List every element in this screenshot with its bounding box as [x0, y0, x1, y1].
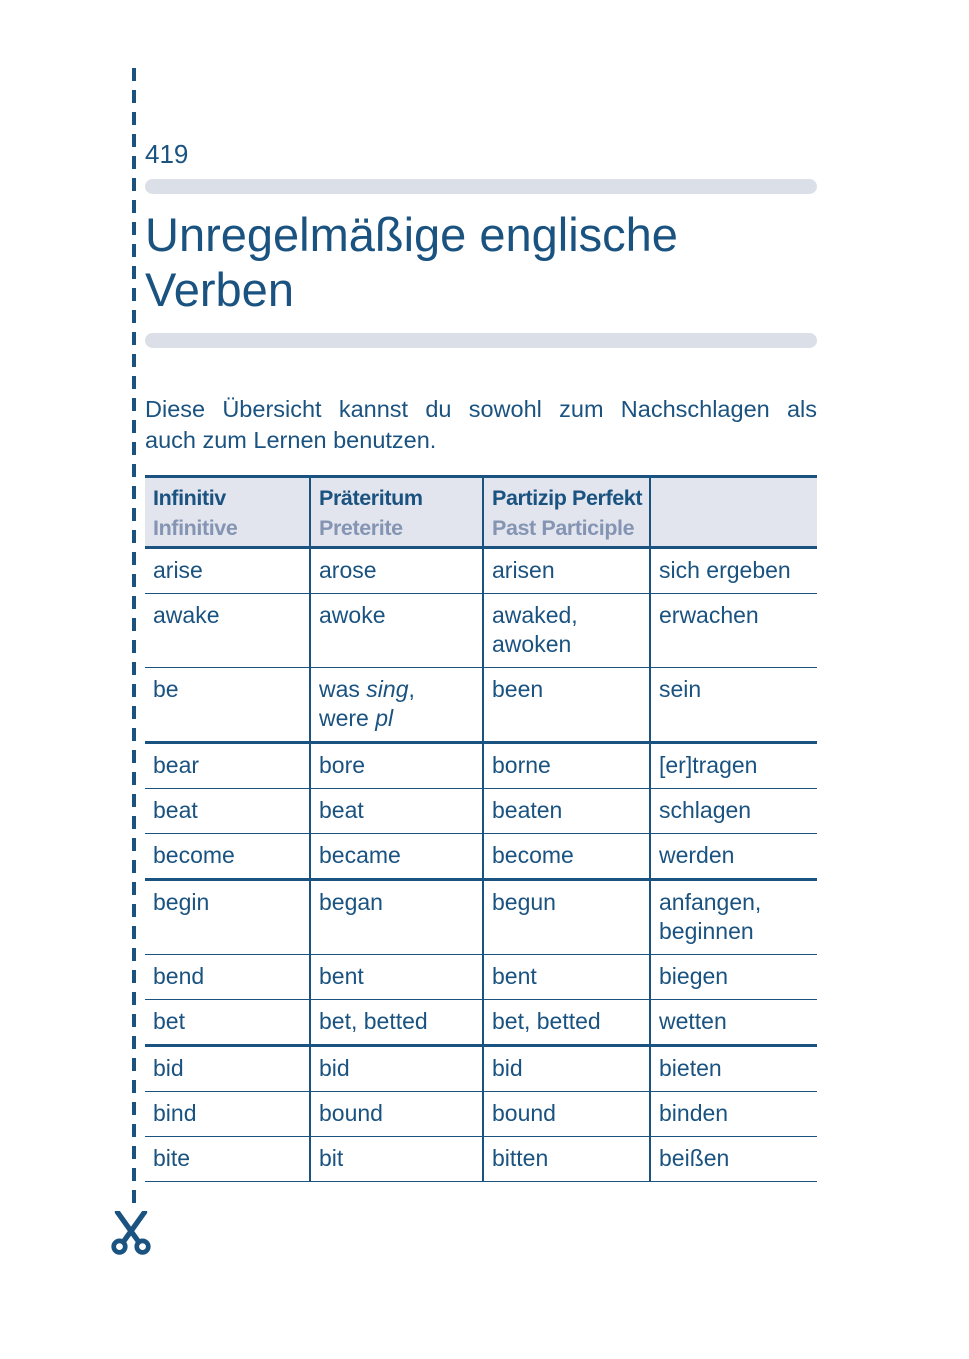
cell-preterite: became [309, 833, 483, 881]
cell-preterite: began [309, 879, 483, 955]
title-rule-bottom [145, 333, 817, 348]
cell-preterite: awoke [309, 593, 483, 668]
cell-preterite: bit [309, 1136, 483, 1182]
cell-german-meaning: beißen [649, 1136, 817, 1182]
cell-german-meaning: biegen [649, 954, 817, 1000]
page-title-line-2: Verben [145, 263, 294, 316]
cell-preterite: bent [309, 954, 483, 1000]
page-title-line-1: Unregelmäßige englische [145, 208, 678, 261]
cell-past-participle: arisen [482, 547, 650, 594]
cell-infinitive: become [145, 833, 310, 881]
header-past-participle-de: Partizip Perfekt [492, 486, 643, 510]
cell-german-meaning: anfangen, beginnen [649, 879, 817, 955]
page-title: Unregelmäßige englische Verben [145, 207, 817, 317]
cell-infinitive: bind [145, 1091, 310, 1137]
cell-preterite: bore [309, 742, 483, 789]
cell-german-meaning: binden [649, 1091, 817, 1137]
cell-preterite: was sing, were pl [309, 667, 483, 744]
table-row: bend bent bent biegen [145, 954, 817, 1000]
cell-german-meaning: werden [649, 833, 817, 881]
cell-german-meaning: sein [649, 667, 817, 744]
cell-german-meaning: wetten [649, 999, 817, 1047]
cell-german-meaning: bieten [649, 1045, 817, 1092]
cell-past-participle: bid [482, 1045, 650, 1092]
header-past-participle: Partizip Perfekt Past Participle [482, 475, 650, 549]
cell-preterite: arose [309, 547, 483, 594]
cell-past-participle: bet, betted [482, 999, 650, 1047]
cell-past-participle: begun [482, 879, 650, 955]
intro-line-2: auch zum Lernen benutzen. [145, 427, 437, 453]
cell-german-meaning: erwachen [649, 593, 817, 668]
table-row: become became become werden [145, 833, 817, 881]
intro-line-1: Diese Übersicht kannst du sowohl zum Nac… [145, 396, 817, 422]
header-preterite-de: Präteritum [319, 486, 423, 510]
scissors-icon [111, 1211, 151, 1255]
table-row: bite bit bitten beißen [145, 1136, 817, 1182]
title-rule-top [145, 179, 817, 194]
table-row: begin began begun anfangen, beginnen [145, 879, 817, 955]
table-row: be was sing, were pl been sein [145, 667, 817, 744]
verb-table-body: arise arose arisen sich ergeben awake awoke aw… [145, 547, 817, 1182]
table-row: bid bid bid bieten [145, 1045, 817, 1092]
cell-infinitive: arise [145, 547, 310, 594]
table-row: bear bore borne [er]tragen [145, 742, 817, 789]
cell-preterite: bet, betted [309, 999, 483, 1047]
cell-infinitive: bear [145, 742, 310, 789]
header-infinitive-en: Infinitive [153, 516, 238, 540]
table-row: awake awoke awaked, awoken erwachen [145, 593, 817, 668]
cell-past-participle: bitten [482, 1136, 650, 1182]
cell-preterite: beat [309, 788, 483, 834]
cell-past-participle: bent [482, 954, 650, 1000]
cell-infinitive: bet [145, 999, 310, 1047]
cell-infinitive: awake [145, 593, 310, 668]
cell-infinitive: bend [145, 954, 310, 1000]
header-preterite: Präteritum Preterite [309, 475, 483, 549]
cell-preterite: bound [309, 1091, 483, 1137]
header-preterite-en: Preterite [319, 516, 403, 540]
cell-infinitive: begin [145, 879, 310, 955]
table-row: bind bound bound binden [145, 1091, 817, 1137]
table-header: Infinitiv Infinitive Präteritum Preterit… [145, 475, 817, 549]
table-header-row: Infinitiv Infinitive Präteritum Preterit… [145, 475, 817, 549]
cell-infinitive: bite [145, 1136, 310, 1182]
cell-past-participle: awaked, awoken [482, 593, 650, 668]
cell-past-participle: beaten [482, 788, 650, 834]
header-german-meaning [649, 475, 817, 549]
cell-past-participle: bound [482, 1091, 650, 1137]
cell-past-participle: borne [482, 742, 650, 789]
header-past-participle-en: Past Participle [492, 516, 635, 540]
cell-german-meaning: [er]tragen [649, 742, 817, 789]
intro-paragraph: Diese Übersicht kannst du sowohl zum Nac… [145, 394, 817, 456]
cell-past-participle: been [482, 667, 650, 744]
header-infinitive-de: Infinitiv [153, 486, 226, 510]
cut-dashed-line [132, 68, 136, 1208]
table-row: arise arose arisen sich ergeben [145, 547, 817, 594]
cell-infinitive: be [145, 667, 310, 744]
table-row: bet bet, betted bet, betted wetten [145, 999, 817, 1047]
irregular-verbs-table: Infinitiv Infinitive Präteritum Preterit… [145, 475, 817, 1182]
table-row: beat beat beaten schlagen [145, 788, 817, 834]
cell-past-participle: become [482, 833, 650, 881]
cell-infinitive: bid [145, 1045, 310, 1092]
cell-german-meaning: schlagen [649, 788, 817, 834]
cell-preterite: bid [309, 1045, 483, 1092]
page-content: 419 Unregelmäßige englische Verben Diese… [145, 0, 817, 1182]
cell-infinitive: beat [145, 788, 310, 834]
header-infinitive: Infinitiv Infinitive [145, 475, 310, 549]
page-number: 419 [145, 139, 189, 169]
cell-german-meaning: sich ergeben [649, 547, 817, 594]
